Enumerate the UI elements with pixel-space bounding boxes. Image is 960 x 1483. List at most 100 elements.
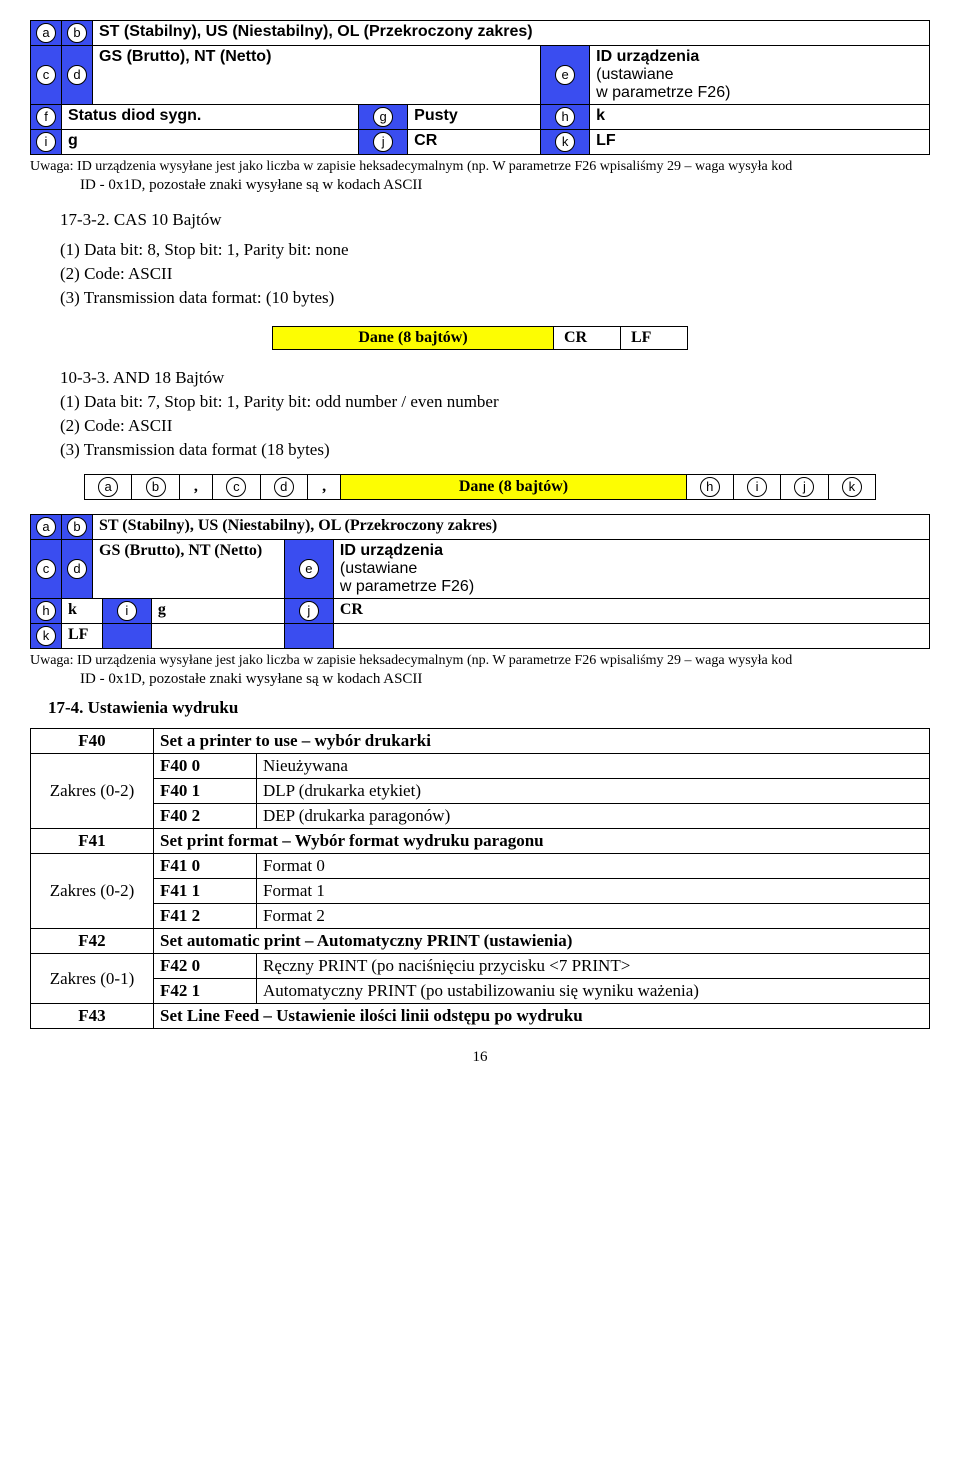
frame-d: d xyxy=(260,475,307,500)
frame-b: b xyxy=(132,475,179,500)
t2-blank3 xyxy=(284,624,333,649)
cell-h: h xyxy=(541,105,590,130)
cell-k: k xyxy=(541,130,590,155)
sec-1033-l1: (1) Data bit: 7, Stop bit: 1, Parity bit… xyxy=(60,392,930,412)
page-number: 16 xyxy=(30,1049,930,1066)
letter-d-icon: d xyxy=(67,65,87,85)
t2-g: g xyxy=(151,599,284,624)
frame-a: a xyxy=(85,475,132,500)
letter-b-icon: b xyxy=(67,23,87,43)
f42-title: Set automatic print – Automatyczny PRINT… xyxy=(154,929,930,954)
t2-row1: ST (Stabilny), US (Niestabilny), OL (Prz… xyxy=(93,515,930,540)
frame-b-icon: b xyxy=(146,477,166,497)
status-diod: Status diod sygn. xyxy=(62,105,359,130)
f42: F42 xyxy=(31,929,154,954)
t2-e: e xyxy=(284,540,333,599)
t2-row2-left: GS (Brutto), NT (Netto) xyxy=(93,540,285,599)
t2-j-icon: j xyxy=(299,601,319,621)
f40-0-desc: Nieużywana xyxy=(257,754,930,779)
frame-c-icon: c xyxy=(226,477,246,497)
t2-a: a xyxy=(31,515,62,540)
row2-id: ID urządzenia (ustawiane w parametrze F2… xyxy=(590,46,930,105)
frame-table: a b , c d , Dane (8 bajtów) h i j k xyxy=(84,474,876,500)
frame-a-icon: a xyxy=(98,477,118,497)
letter-g-icon: g xyxy=(373,107,393,127)
lf-1: LF xyxy=(621,327,688,350)
sec-1033-title: 10-3-3. AND 18 Bajtów xyxy=(60,368,930,388)
t2-id-title: ID urządzenia xyxy=(340,542,443,559)
t2-id-sub1: (ustawiane xyxy=(340,560,417,577)
letter-e-icon: e xyxy=(555,65,575,85)
f41-1-desc: Format 1 xyxy=(257,879,930,904)
f40-2-code: F40 2 xyxy=(154,804,257,829)
t2-i: i xyxy=(102,599,151,624)
frame-i: i xyxy=(733,475,780,500)
frame-i-icon: i xyxy=(747,477,767,497)
letter-c-icon: c xyxy=(36,65,56,85)
note-2: Uwaga: ID urządzenia wysyłane jest jako … xyxy=(30,653,930,669)
id-title: ID urządzenia xyxy=(596,48,699,65)
cr-1: CR xyxy=(554,327,621,350)
t2-i-icon: i xyxy=(117,601,137,621)
note-1-indent: ID - 0x1D, pozostałe znaki wysyłane są w… xyxy=(80,177,930,194)
sec-1732-l3: (3) Transmission data format: (10 bytes) xyxy=(60,288,930,308)
zakres-02-2: Zakres (0-2) xyxy=(31,854,154,929)
f40-0-code: F40 0 xyxy=(154,754,257,779)
row2-left: GS (Brutto), NT (Netto) xyxy=(93,46,541,105)
f41-0-desc: Format 0 xyxy=(257,854,930,879)
t2-lf: LF xyxy=(62,624,103,649)
frame-k: k xyxy=(828,475,875,500)
f40-title: Set a printer to use – wybór drukarki xyxy=(154,729,930,754)
frame-comma2: , xyxy=(307,475,340,500)
id-sub1: (ustawiane xyxy=(596,66,673,83)
t2-blank2 xyxy=(151,624,284,649)
top-table: a b ST (Stabilny), US (Niestabilny), OL … xyxy=(30,20,930,155)
cell-i: i xyxy=(31,130,62,155)
t2-b-icon: b xyxy=(67,517,87,537)
f41-1-code: F41 1 xyxy=(154,879,257,904)
t2-c: c xyxy=(31,540,62,599)
f40-1-code: F40 1 xyxy=(154,779,257,804)
cell-f: f xyxy=(31,105,62,130)
frame-comma1: , xyxy=(179,475,212,500)
t2-id-sub2: w parametrze F26) xyxy=(340,578,474,595)
t2-k2-icon: k xyxy=(36,626,56,646)
note-1: Uwaga: ID urządzenia wysyłane jest jako … xyxy=(30,159,930,175)
t2-a-icon: a xyxy=(36,517,56,537)
t2-cr: CR xyxy=(333,599,929,624)
f40-1-desc: DLP (drukarka etykiet) xyxy=(257,779,930,804)
f41-title: Set print format – Wybór format wydruku … xyxy=(154,829,930,854)
t2-h-icon: h xyxy=(36,601,56,621)
t2-row2-id: ID urządzenia (ustawiane w parametrze F2… xyxy=(333,540,929,599)
sec-174: 17-4. Ustawienia wydruku xyxy=(48,698,930,718)
cell-j: j xyxy=(359,130,408,155)
f42-0-desc: Ręczny PRINT (po naciśnięciu przycisku <… xyxy=(257,954,930,979)
letter-i-icon: i xyxy=(36,132,56,152)
cell-b: b xyxy=(62,21,93,46)
t2-e-icon: e xyxy=(299,559,319,579)
t2-blank1 xyxy=(102,624,151,649)
t2-d: d xyxy=(62,540,93,599)
second-table: a b ST (Stabilny), US (Niestabilny), OL … xyxy=(30,514,930,649)
f41: F41 xyxy=(31,829,154,854)
pusty: Pusty xyxy=(408,105,541,130)
letter-k-icon: k xyxy=(555,132,575,152)
k-val: k xyxy=(590,105,930,130)
g-val: g xyxy=(62,130,359,155)
frame-dane: Dane (8 bajtów) xyxy=(341,475,686,500)
t2-k: k xyxy=(62,599,103,624)
sec-1732-l1: (1) Data bit: 8, Stop bit: 1, Parity bit… xyxy=(60,240,930,260)
f43: F43 xyxy=(31,1004,154,1029)
frame-j-icon: j xyxy=(794,477,814,497)
frame-j: j xyxy=(781,475,828,500)
lf-val: LF xyxy=(590,130,930,155)
row1-text: ST (Stabilny), US (Niestabilny), OL (Prz… xyxy=(93,21,930,46)
letter-a-icon: a xyxy=(36,23,56,43)
f41-2-desc: Format 2 xyxy=(257,904,930,929)
t2-j: j xyxy=(284,599,333,624)
cell-a: a xyxy=(31,21,62,46)
dane-1: Dane (8 bajtów) xyxy=(273,327,554,350)
frame-h-icon: h xyxy=(700,477,720,497)
zakres-02-1: Zakres (0-2) xyxy=(31,754,154,829)
cr-val: CR xyxy=(408,130,541,155)
